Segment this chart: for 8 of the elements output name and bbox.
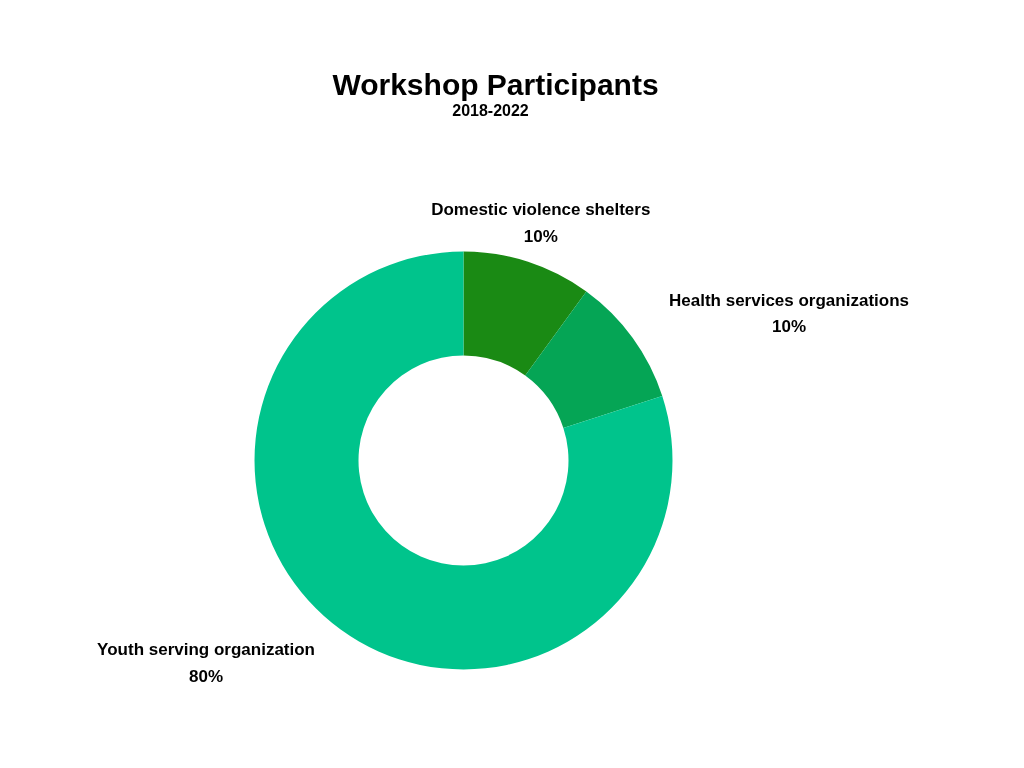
chart-title: Workshop Participants — [332, 68, 659, 101]
slice-label: Health services organizations — [669, 290, 909, 310]
slice-label: Domestic violence shelters — [431, 199, 651, 219]
data-label: 10% — [523, 226, 558, 246]
slice-label: Youth serving organization — [97, 639, 315, 659]
data-label: 80% — [189, 666, 224, 686]
data-label: 10% — [771, 317, 807, 337]
chart-subtitle: 2018-2022 — [452, 101, 529, 119]
